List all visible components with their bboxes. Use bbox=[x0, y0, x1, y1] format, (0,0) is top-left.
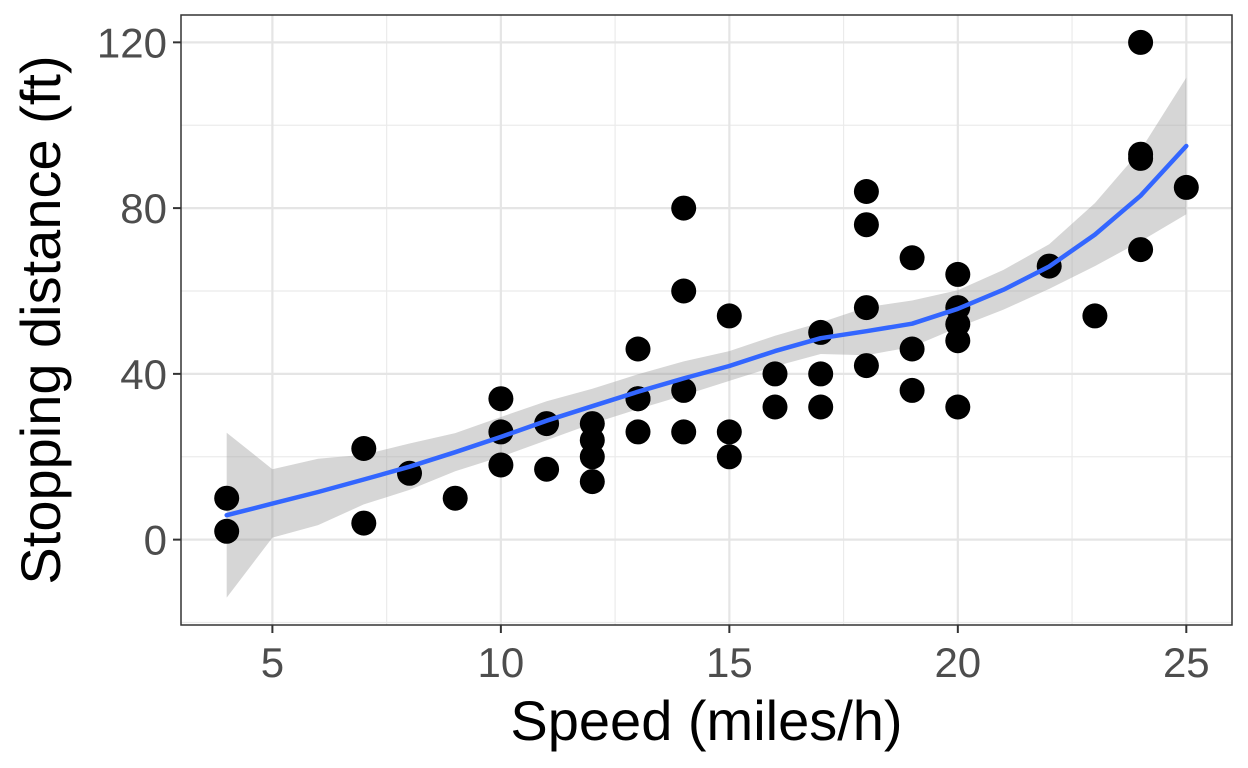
data-point bbox=[853, 295, 879, 321]
data-point bbox=[351, 436, 377, 461]
data-point bbox=[1082, 303, 1108, 329]
x-axis-ticks: 5 10 15 20 25 bbox=[261, 625, 1210, 686]
smooth-line-layer bbox=[224, 143, 1189, 518]
minor-gridlines bbox=[181, 15, 1232, 625]
data-point bbox=[853, 212, 879, 238]
data-point bbox=[534, 456, 560, 482]
data-point bbox=[579, 469, 605, 495]
data-point bbox=[899, 245, 925, 271]
data-point bbox=[808, 361, 834, 387]
data-point bbox=[1128, 29, 1154, 55]
data-point bbox=[671, 195, 697, 221]
data-point bbox=[351, 510, 377, 536]
confidence-band-layer bbox=[226, 77, 1187, 598]
y-tick-label: 40 bbox=[120, 351, 167, 398]
data-point bbox=[214, 485, 240, 511]
y-axis-title: Stopping distance (ft) bbox=[9, 55, 72, 584]
data-point bbox=[671, 377, 697, 403]
data-point bbox=[762, 361, 788, 387]
data-point bbox=[899, 336, 925, 362]
data-point bbox=[488, 386, 514, 412]
x-tick-label: 25 bbox=[1163, 639, 1210, 686]
y-axis-ticks: 0 40 80 120 bbox=[97, 19, 181, 564]
smooth-line bbox=[224, 143, 1189, 518]
data-point bbox=[625, 419, 651, 445]
y-tick-label: 120 bbox=[97, 19, 167, 66]
x-tick-label: 20 bbox=[934, 639, 981, 686]
data-point bbox=[625, 336, 651, 362]
data-point bbox=[442, 485, 468, 511]
x-axis-title: Speed (miles/h) bbox=[510, 689, 902, 752]
data-point bbox=[762, 394, 788, 420]
data-point bbox=[716, 303, 742, 329]
data-point bbox=[945, 394, 971, 420]
data-point bbox=[1128, 237, 1154, 263]
data-point bbox=[853, 353, 879, 379]
data-point bbox=[214, 518, 240, 544]
panel-border bbox=[180, 14, 1233, 626]
data-point bbox=[579, 411, 605, 437]
data-point bbox=[671, 278, 697, 304]
data-point bbox=[899, 377, 925, 403]
data-point bbox=[1128, 141, 1154, 167]
data-point bbox=[716, 419, 742, 445]
y-tick-label: 80 bbox=[120, 185, 167, 232]
data-point bbox=[671, 419, 697, 445]
x-tick-label: 10 bbox=[478, 639, 525, 686]
data-point bbox=[488, 452, 514, 478]
data-point bbox=[945, 261, 971, 287]
data-point bbox=[1173, 174, 1199, 200]
data-point bbox=[808, 394, 834, 420]
data-point bbox=[716, 444, 742, 470]
y-tick-label: 0 bbox=[144, 517, 167, 564]
confidence-band bbox=[226, 77, 1187, 598]
x-tick-label: 5 bbox=[261, 639, 284, 686]
data-point bbox=[853, 179, 879, 204]
x-tick-label: 15 bbox=[706, 639, 753, 686]
